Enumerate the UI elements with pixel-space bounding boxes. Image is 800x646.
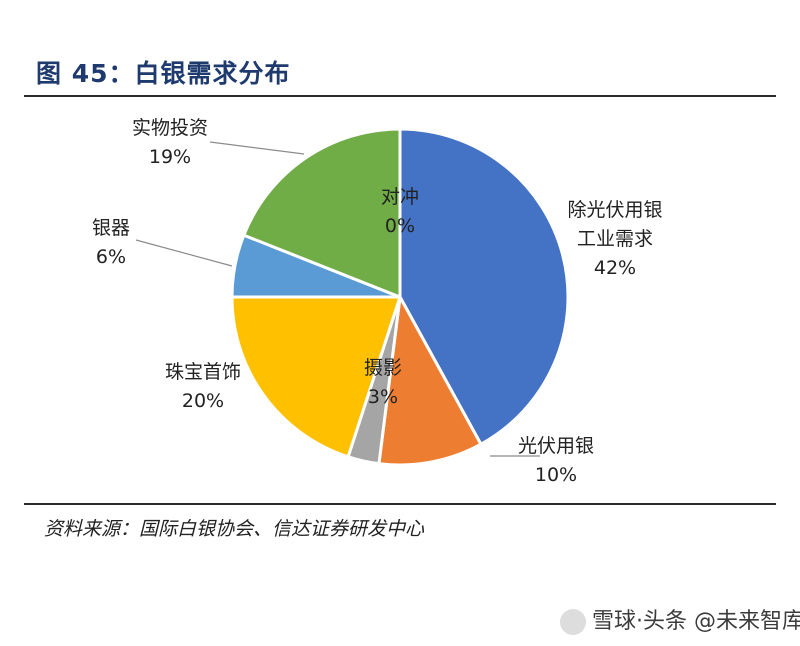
slice-label-3: 珠宝首饰 20%	[165, 361, 241, 412]
slice-name-4: 银器	[92, 217, 130, 239]
slice-percent-1: 10%	[535, 464, 577, 486]
slice-label-5: 实物投资 19%	[132, 117, 208, 168]
source-note: 资料来源：国际白银协会、信达证券研发中心	[44, 518, 425, 540]
pie-slices	[230, 127, 570, 467]
slice-label-1: 光伏用银 10%	[518, 435, 594, 486]
snowball-logo-icon	[560, 609, 586, 635]
pie-slice-5	[242, 127, 402, 299]
figure-title: 图 45：白银需求分布	[36, 59, 291, 88]
slice-label-6: 对冲 0%	[381, 186, 419, 237]
pie-slice-0	[398, 127, 570, 446]
slice-percent-5: 19%	[149, 146, 191, 168]
slice-percent-6: 0%	[385, 215, 415, 237]
slice-percent-2: 3%	[368, 386, 398, 408]
slice-label-4: 银器 6%	[92, 217, 130, 268]
pie-slice-1	[377, 295, 483, 467]
slice-labels: 除光伏用银工业需求 42% 光伏用银 10% 摄影 3% 珠宝首饰 20% 银器 6% 实物投资 19…	[92, 117, 663, 486]
leader-line-4	[135, 239, 233, 267]
slice-name-3: 珠宝首饰	[165, 361, 241, 383]
slice-percent-0: 42%	[594, 257, 636, 279]
slice-name-2: 摄影	[364, 357, 402, 379]
title-rule	[24, 95, 776, 97]
leader-lines	[135, 141, 540, 457]
watermark-text: 雪球·头条 @未来智库	[592, 609, 800, 634]
watermark: 雪球·头条 @未来智库	[560, 603, 800, 635]
source-rule	[24, 503, 776, 505]
slice-name-6: 对冲	[381, 186, 419, 208]
slice-label-2: 摄影 3%	[364, 357, 402, 408]
pie-chart: 除光伏用银工业需求 42% 光伏用银 10% 摄影 3% 珠宝首饰 20% 银器 6% 实物投资 19…	[92, 117, 663, 486]
slice-label-0: 除光伏用银工业需求 42%	[567, 199, 662, 279]
slice-percent-4: 6%	[96, 246, 126, 268]
pie-slice-3	[230, 295, 402, 459]
slice-name-0: 除光伏用银	[567, 199, 662, 221]
leader-line-5	[209, 141, 305, 155]
slice-name-5: 实物投资	[132, 117, 208, 139]
slice-name-1: 光伏用银	[518, 435, 594, 457]
slice-percent-3: 20%	[182, 390, 224, 412]
slice-name-0: 工业需求	[577, 228, 653, 250]
